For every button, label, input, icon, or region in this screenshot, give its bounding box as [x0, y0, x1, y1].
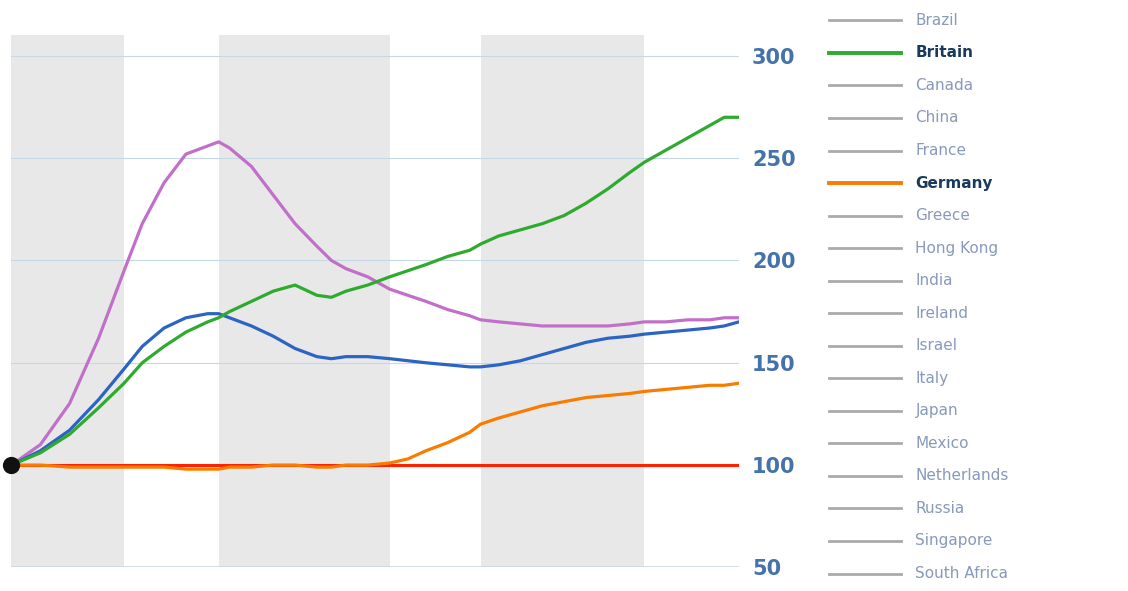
- Text: Mexico: Mexico: [916, 436, 969, 451]
- Point: [2, 460, 20, 470]
- Text: France: France: [916, 143, 967, 158]
- Text: Hong Kong: Hong Kong: [916, 241, 998, 256]
- Text: South Africa: South Africa: [916, 566, 1008, 581]
- Bar: [481, 35, 644, 567]
- Text: India: India: [916, 273, 953, 288]
- Text: Brazil: Brazil: [916, 13, 958, 28]
- Bar: [219, 35, 389, 567]
- Text: Britain: Britain: [916, 46, 973, 60]
- Text: Japan: Japan: [916, 403, 958, 418]
- Text: Ireland: Ireland: [916, 306, 968, 321]
- Bar: [11, 35, 124, 567]
- Text: Germany: Germany: [916, 176, 993, 190]
- Text: Canada: Canada: [916, 78, 973, 93]
- Text: Italy: Italy: [916, 371, 949, 386]
- Text: Netherlands: Netherlands: [916, 469, 1008, 483]
- Text: Russia: Russia: [916, 501, 964, 516]
- Text: China: China: [916, 111, 959, 125]
- Text: Greece: Greece: [916, 208, 970, 223]
- Text: Singapore: Singapore: [916, 534, 993, 548]
- Text: Israel: Israel: [916, 338, 958, 353]
